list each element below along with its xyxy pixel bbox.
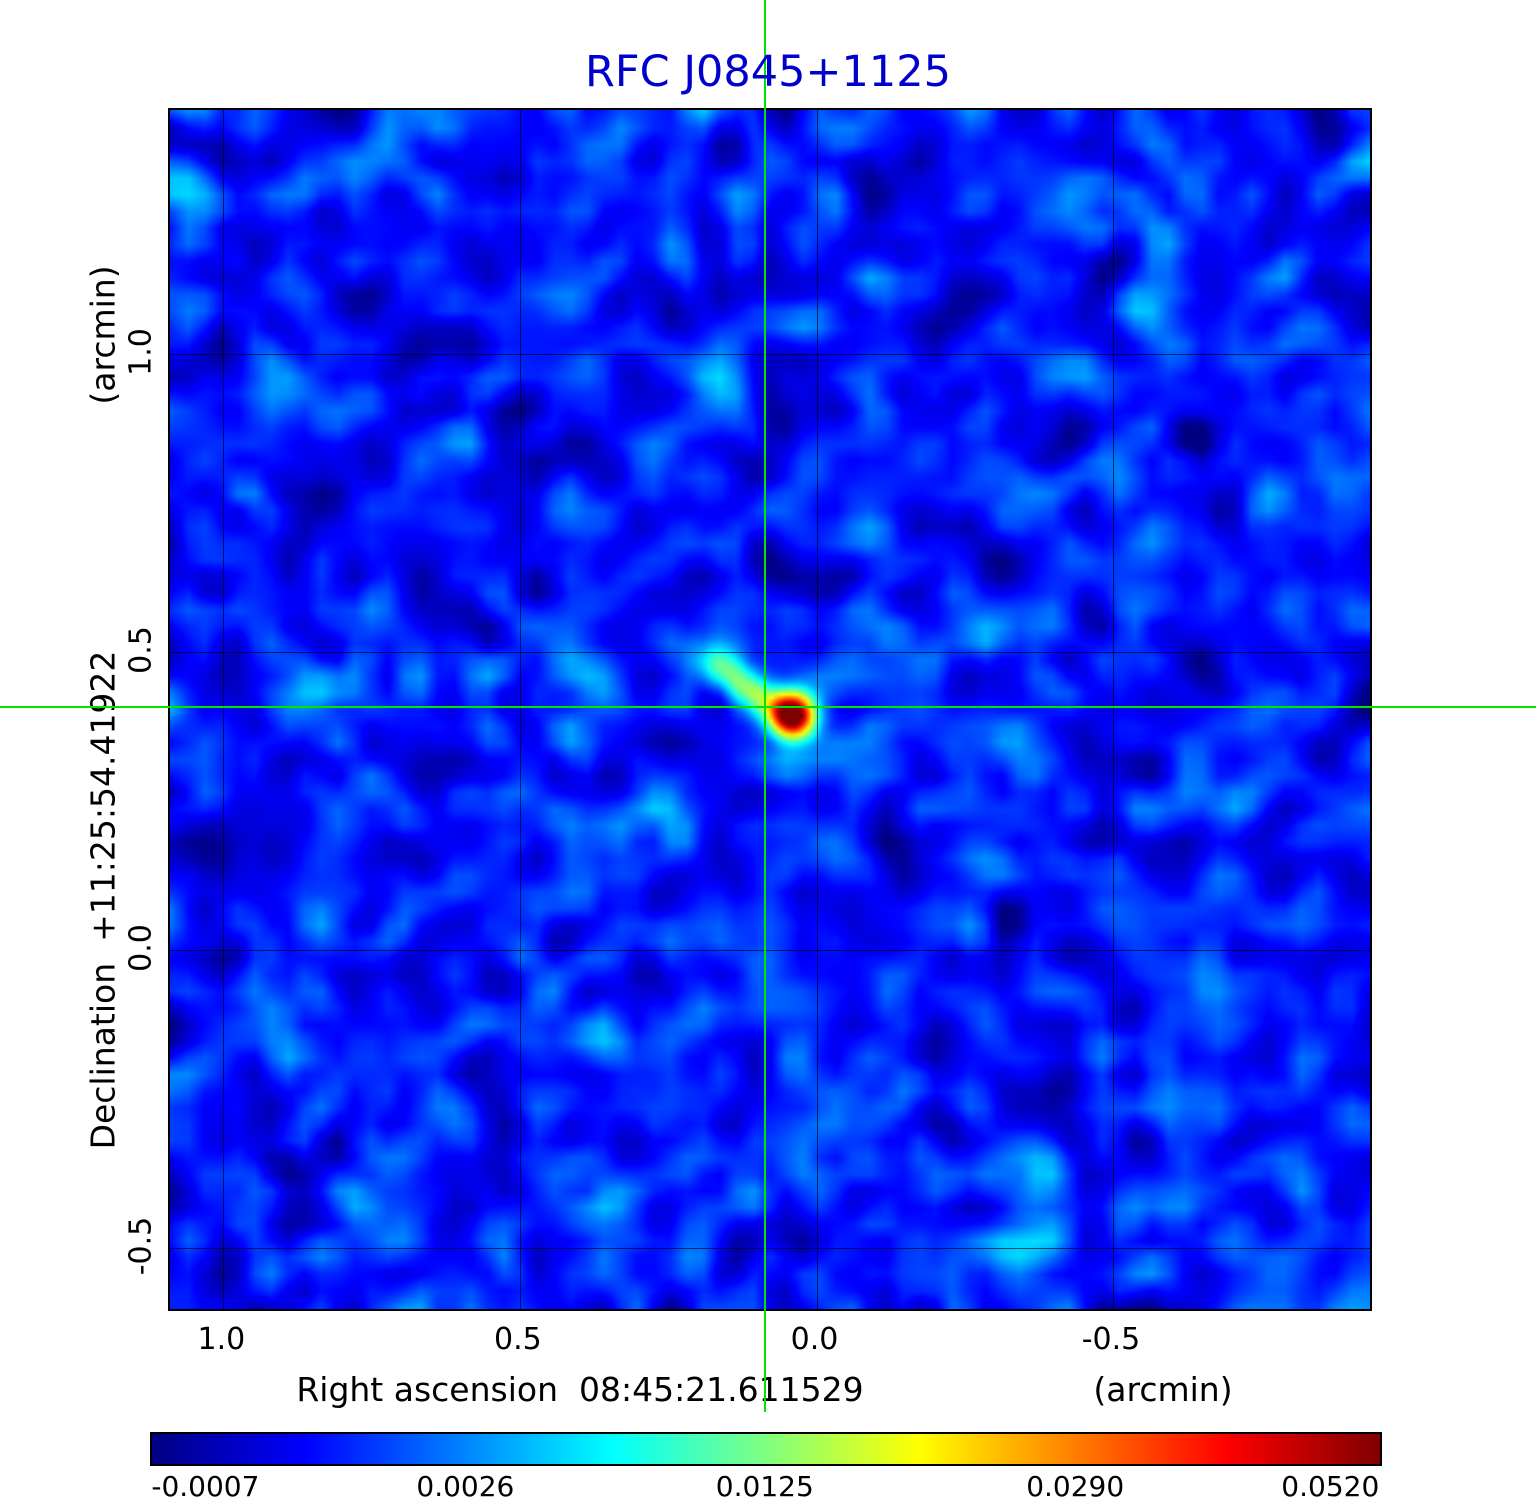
grid-line-vertical	[519, 110, 521, 1309]
x-tick-label: 0.5	[494, 1322, 542, 1357]
grid-line-horizontal	[170, 949, 1370, 951]
plot-area	[168, 108, 1372, 1311]
y-tick-label: 0.5	[123, 626, 159, 674]
heatmap-canvas	[170, 110, 1370, 1309]
figure-title: RFC J0845+1125	[585, 47, 951, 97]
colorbar-tick-label: 0.0290	[1026, 1470, 1125, 1503]
y-axis-unit: (arcmin)	[83, 265, 123, 405]
grid-line-horizontal	[170, 1247, 1370, 1249]
colorbar-tick-label: 0.0520	[1281, 1470, 1380, 1503]
x-tick-label: 1.0	[197, 1322, 246, 1357]
colorbar-gradient	[152, 1434, 1380, 1464]
colorbar-tick-label: -0.0007	[151, 1470, 260, 1503]
x-tick-label: 0.0	[790, 1322, 839, 1357]
y-tick-label: 1.0	[123, 328, 159, 377]
x-axis-unit: (arcmin)	[1093, 1370, 1233, 1409]
crosshair-horizontal-line	[0, 706, 1536, 708]
y-tick-label: -0.5	[123, 1216, 159, 1275]
grid-line-horizontal	[170, 651, 1370, 653]
colorbar-tick-label: 0.0026	[416, 1470, 515, 1503]
x-tick-label: -0.5	[1081, 1322, 1141, 1357]
y-tick-label: 0.0	[123, 923, 159, 972]
y-axis-title: Declination +11:25:54.41922	[83, 650, 123, 1150]
x-axis-title: Right ascension 08:45:21.611529	[296, 1370, 864, 1409]
grid-line-horizontal	[170, 354, 1370, 356]
grid-line-vertical	[1113, 110, 1114, 1309]
colorbar-tick-label: 0.0125	[715, 1470, 814, 1503]
grid-line-vertical	[816, 110, 818, 1309]
grid-layer	[170, 110, 1370, 1309]
colorbar	[150, 1432, 1382, 1466]
grid-line-vertical	[223, 110, 225, 1309]
